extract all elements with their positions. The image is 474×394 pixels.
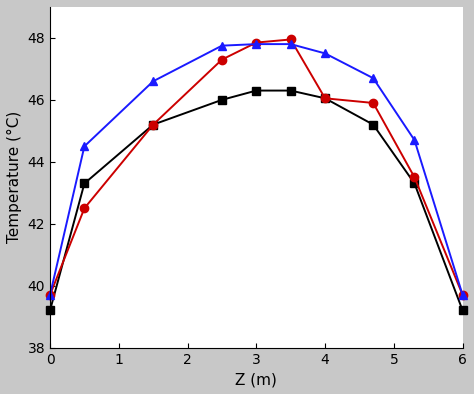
Y-axis label: Temperature (°C): Temperature (°C): [7, 111, 22, 243]
X-axis label: Z (m): Z (m): [236, 372, 277, 387]
